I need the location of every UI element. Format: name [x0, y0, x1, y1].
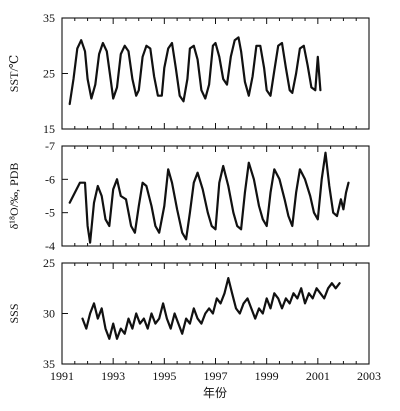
xtick-label-3: 1997	[204, 369, 228, 383]
xtick-label-6: 2003	[357, 369, 381, 383]
sss-ytick-label-2: 35	[43, 357, 55, 371]
delta18o-ytick-label-2: -5	[45, 206, 55, 220]
sst-ytick-label-1: 25	[43, 67, 55, 81]
delta18o-panel: δ¹⁸O/‰, PDB -7 -6 -5 -4	[7, 139, 370, 253]
xtick-label-1: 1993	[101, 369, 125, 383]
delta18o-ytick-label-1: -6	[45, 172, 55, 186]
xtick-label-5: 2001	[306, 369, 330, 383]
sst-series-line	[68, 36, 322, 106]
sss-axis-label: SSS	[7, 303, 21, 323]
sst-ytick-label-2: 15	[43, 122, 55, 136]
delta18o-ytick-label-0: -7	[45, 139, 55, 153]
sst-panel: SST/℃ 35 25 15	[7, 11, 370, 136]
sst-axis-label: SST/℃	[7, 55, 21, 92]
sss-ytick-label-0: 25	[43, 256, 55, 270]
xtick-label-4: 1999	[255, 369, 279, 383]
sst-panel-frame	[61, 17, 370, 130]
sss-series-line	[81, 277, 341, 340]
sss-panel-frame	[61, 262, 370, 365]
delta18o-ytick-label-3: -4	[45, 239, 55, 253]
sst-ytick-label-0: 35	[43, 11, 55, 25]
delta18o-panel-frame	[61, 145, 370, 247]
delta18o-axis-label: δ¹⁸O/‰, PDB	[7, 163, 21, 230]
delta18o-series-line	[68, 151, 350, 244]
xtick-label-2: 1995	[152, 369, 176, 383]
sss-ytick-label-1: 30	[43, 307, 55, 321]
xtick-label-0: 1991	[50, 369, 74, 383]
x-axis-title: 年份	[203, 386, 227, 400]
